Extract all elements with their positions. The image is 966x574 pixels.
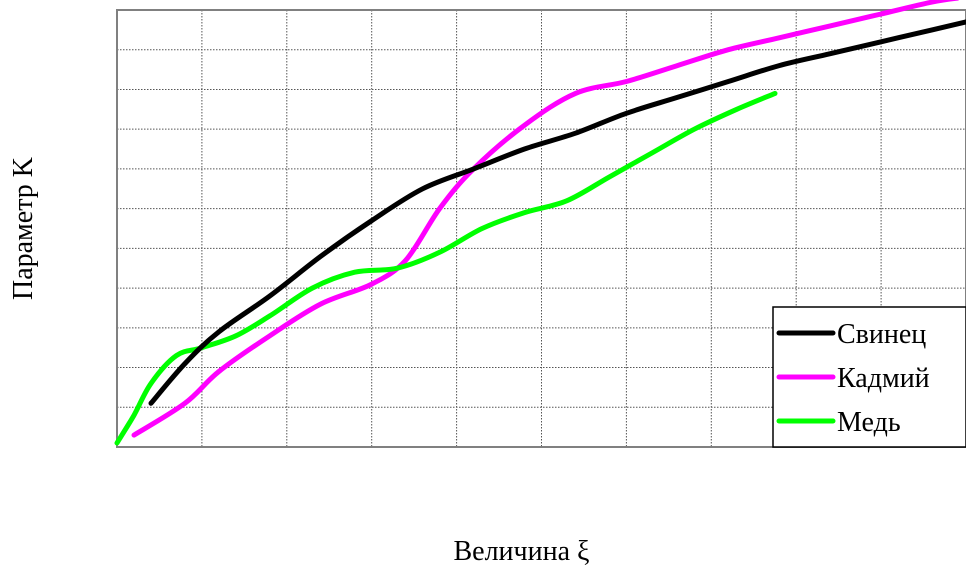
series-layer [114, 0, 966, 446]
plot-area-frame [116, 9, 966, 448]
x-axis-title: Величина ξ [453, 536, 589, 567]
legend-box [772, 306, 966, 448]
legend-label-0: Свинец [837, 319, 926, 350]
legend-label-1: Кадмий [837, 363, 930, 394]
legend-label-2: Медь [837, 407, 901, 438]
y-axis-title: Параметр K [8, 157, 39, 300]
legend: Свинец Кадмий Медь [772, 306, 966, 448]
series-line-1 [131, 0, 960, 438]
series-line-0 [148, 19, 966, 406]
series-line-2 [114, 90, 778, 446]
